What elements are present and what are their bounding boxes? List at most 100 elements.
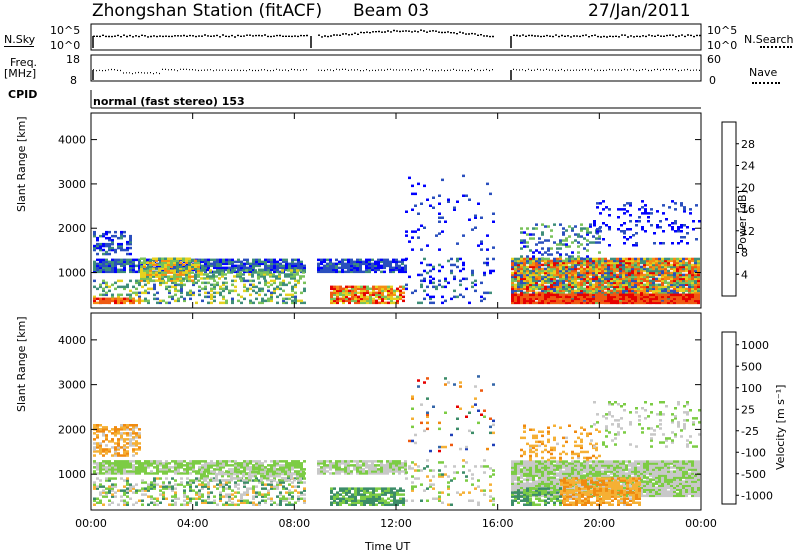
heatmap-cell	[120, 472, 123, 475]
heatmap-cell	[374, 464, 377, 467]
heatmap-cell	[326, 262, 329, 266]
heatmap-cell	[405, 257, 408, 261]
heatmap-cell	[517, 297, 520, 301]
heatmap-cell	[173, 257, 176, 260]
heatmap-cell	[279, 468, 282, 471]
heatmap-cell	[646, 295, 649, 299]
heatmap-cell	[637, 285, 640, 289]
heatmap-cell	[378, 297, 381, 301]
heatmap-cell	[246, 289, 249, 293]
heatmap-cell	[374, 262, 377, 266]
heatmap-cell	[198, 468, 201, 471]
heatmap-cell	[219, 287, 222, 291]
heatmap-cell	[658, 291, 661, 295]
heatmap-cell	[547, 265, 550, 269]
heatmap-cell	[108, 468, 111, 471]
heatmap-cell	[541, 247, 544, 250]
heatmap-cell	[553, 271, 556, 275]
heatmap-cell	[380, 462, 383, 465]
heatmap-cell	[282, 260, 285, 264]
heatmap-cell	[408, 240, 411, 243]
heatmap-cell	[664, 257, 667, 261]
heatmap-cell	[583, 247, 586, 250]
heatmap-cell	[258, 468, 261, 471]
heatmap-cell	[287, 472, 290, 476]
heatmap-cell	[153, 466, 156, 469]
heatmap-cell	[164, 265, 167, 268]
heatmap-cell	[138, 268, 141, 272]
heatmap-cell	[264, 266, 267, 270]
heatmap-cell	[132, 270, 135, 274]
heatmap-cell	[676, 267, 679, 271]
heatmap-cell	[120, 454, 123, 457]
heatmap-cell	[580, 285, 583, 289]
heatmap-cell	[333, 497, 336, 500]
heatmap-cell	[146, 261, 149, 264]
heatmap-cell	[195, 477, 198, 480]
heatmap-cell	[333, 299, 336, 303]
heatmap-cell	[264, 472, 267, 475]
heatmap-cell	[583, 287, 586, 291]
heatmap-cell	[252, 464, 255, 467]
heatmap-cell	[670, 283, 673, 287]
heatmap-cell	[688, 269, 691, 273]
heatmap-cell	[529, 249, 532, 252]
heatmap-cell	[607, 281, 610, 285]
heatmap-cell	[180, 472, 183, 475]
heatmap-cell	[299, 474, 302, 478]
heatmap-cell	[317, 268, 320, 272]
heatmap-cell	[111, 489, 114, 492]
nave-legend-line	[752, 82, 780, 84]
heatmap-cell	[297, 264, 300, 268]
heatmap-cell	[164, 259, 167, 262]
heatmap-cell	[342, 491, 345, 494]
heatmap-cell	[664, 275, 667, 279]
heatmap-cell	[249, 279, 252, 283]
heatmap-cell	[511, 275, 514, 279]
heatmap-cell	[359, 460, 362, 463]
heatmap-cell	[550, 269, 553, 273]
heatmap-cell	[183, 485, 186, 488]
heatmap-cell	[251, 474, 254, 478]
heatmap-cell	[246, 489, 249, 492]
heatmap-cell	[287, 470, 290, 474]
heatmap-cell	[102, 495, 105, 498]
heatmap-cell	[580, 235, 583, 238]
heatmap-cell	[281, 472, 284, 476]
heatmap-cell	[673, 285, 676, 289]
heatmap-cell	[344, 472, 347, 475]
heatmap-cell	[550, 293, 553, 297]
heatmap-cell	[634, 293, 637, 297]
heatmap-cell	[195, 270, 198, 274]
heatmap-cell	[577, 271, 580, 275]
heatmap-cell	[335, 464, 338, 467]
heatmap-cell	[225, 503, 228, 506]
heatmap-cell	[195, 479, 198, 482]
heatmap-cell	[652, 301, 655, 305]
heatmap-cell	[225, 470, 228, 473]
heatmap-cell	[258, 501, 261, 504]
heatmap-cell	[251, 273, 254, 276]
heatmap-cell	[643, 259, 646, 263]
heatmap-cell	[526, 245, 529, 248]
heatmap-cell	[559, 285, 562, 289]
heatmap-cell	[198, 483, 201, 486]
heatmap-cell	[138, 432, 141, 435]
heatmap-cell	[246, 258, 249, 262]
heatmap-cell	[111, 464, 114, 467]
heatmap-cell	[99, 483, 102, 486]
heatmap-cell	[240, 295, 243, 299]
heatmap-cell	[170, 263, 173, 266]
heatmap-cell	[691, 291, 694, 295]
heatmap-cell	[158, 277, 161, 280]
heatmap-cell	[140, 267, 143, 270]
heatmap-cell	[344, 270, 347, 274]
heatmap-cell	[610, 283, 613, 287]
heatmap-cell	[188, 267, 191, 270]
heatmap-cell	[176, 267, 179, 270]
heatmap-cell	[234, 491, 237, 494]
heatmap-cell	[538, 275, 541, 279]
heatmap-cell	[173, 259, 176, 262]
heatmap-cell	[586, 279, 589, 283]
heatmap-cell	[285, 297, 288, 301]
